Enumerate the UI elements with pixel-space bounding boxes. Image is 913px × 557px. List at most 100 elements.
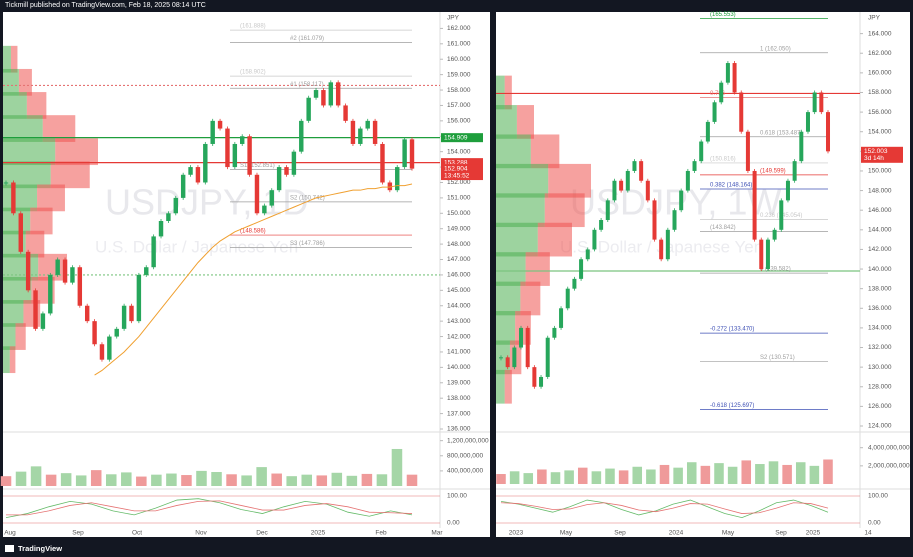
header: Tickmill published on TradingView.com, F… — [5, 2, 206, 9]
y-tick-label: 134.000 — [868, 325, 892, 332]
pivot-label: S2 (130.571) — [760, 355, 795, 361]
y-tick-label: 126.000 — [868, 403, 892, 410]
candle — [121, 305, 127, 329]
y-tick-label: 136.000 — [868, 305, 892, 312]
candle — [203, 143, 208, 183]
candle — [343, 105, 348, 121]
candle — [335, 82, 341, 106]
y-tick-label: 144.000 — [447, 302, 471, 309]
candle — [92, 321, 97, 345]
candle — [269, 190, 274, 206]
volume-bar — [75, 475, 87, 486]
profile-bar — [537, 222, 572, 257]
profile-bar — [530, 134, 560, 169]
x-tick-label: Oct — [132, 530, 142, 537]
y-tick-label: 132.000 — [868, 344, 892, 351]
x-tick-label: 2025 — [311, 530, 326, 537]
oscillator-line — [500, 499, 829, 519]
profile-bar — [3, 92, 27, 119]
profile-bar — [10, 45, 18, 73]
y-tick-label: 140.000 — [868, 266, 892, 273]
candle — [151, 236, 156, 268]
candle — [3, 182, 9, 184]
price-tag-label: 154.909 — [444, 134, 468, 141]
volume-bar — [795, 462, 806, 484]
y-tick-label: 152.000 — [447, 179, 471, 186]
candle — [772, 229, 777, 240]
volume-bar — [391, 448, 403, 486]
candle — [365, 120, 370, 129]
volume-bar — [727, 466, 738, 484]
candle — [679, 190, 684, 211]
volume-tick-label: 400,000,000 — [447, 468, 484, 475]
candle — [276, 167, 282, 191]
price-tag-label: 152.003 — [864, 148, 888, 155]
volume-bar — [331, 472, 343, 486]
x-tick-label: 2025 — [806, 530, 821, 537]
volume-bar — [618, 470, 629, 484]
x-tick-label: Aug — [4, 530, 16, 537]
y-tick-label: 130.000 — [868, 364, 892, 371]
volume-bar — [121, 472, 132, 486]
pivot-label: (158.902) — [240, 70, 266, 76]
candle — [232, 143, 238, 168]
osc-tick-label: 100.00 — [447, 493, 467, 500]
candle — [699, 141, 704, 162]
candle — [759, 239, 764, 270]
pivot-label: #2 (161.079) — [290, 36, 324, 42]
candle — [525, 327, 530, 368]
osc-tick-label: 0.00 — [447, 520, 460, 527]
y-tick-label: 162.000 — [868, 50, 892, 57]
pivot-label: -0.618 (125.697) — [710, 403, 754, 409]
volume-bar — [646, 469, 656, 484]
candle — [247, 136, 252, 175]
x-tick-label: 2023 — [509, 530, 524, 537]
volume-bar — [523, 473, 534, 484]
volume-bar — [406, 474, 418, 486]
profile-bar — [496, 311, 516, 345]
candle — [48, 274, 53, 314]
candle — [559, 308, 564, 328]
candle — [512, 347, 517, 368]
profile-bar — [504, 75, 512, 110]
volume-bar — [181, 475, 192, 486]
candle — [692, 161, 697, 171]
x-tick-label: Sep — [614, 530, 626, 537]
volume-bar — [509, 471, 520, 484]
y-tick-label: 145.000 — [447, 287, 471, 294]
profile-bar — [496, 193, 545, 228]
y-tick-label: 146.000 — [868, 207, 892, 214]
profile-bar — [38, 253, 68, 281]
volume-bar — [151, 474, 162, 486]
volume-bar — [673, 467, 683, 484]
logo — [5, 545, 14, 552]
y-tick-label: 164.000 — [868, 30, 892, 37]
volume-tick-label: 800,000,000 — [447, 452, 484, 459]
profile-bar — [496, 105, 517, 139]
y-tick-label: 148.000 — [447, 241, 471, 248]
x-tick-label: Sep — [775, 530, 787, 537]
volume-bar — [196, 470, 207, 486]
y-tick-label: 141.000 — [447, 349, 471, 356]
volume-bar — [30, 466, 42, 486]
y-tick-label: 151.000 — [447, 195, 471, 202]
profile-bar — [496, 134, 531, 169]
y-tick-label: 154.000 — [868, 128, 892, 135]
y-tick-label: 138.000 — [447, 395, 471, 402]
candle — [291, 151, 297, 175]
candle — [77, 267, 83, 306]
y-tick-label: 161.000 — [447, 41, 471, 48]
candle — [705, 121, 710, 142]
y-tick-label: 154.000 — [447, 148, 471, 155]
volume-bar — [136, 476, 147, 486]
candle — [18, 213, 23, 252]
pivot-label: 0.786 — [710, 91, 726, 97]
x-tick-label: May — [722, 530, 735, 537]
volume-bar — [286, 476, 297, 486]
candle — [565, 288, 570, 309]
profile-bar — [516, 105, 534, 139]
candle — [107, 336, 112, 360]
y-tick-label: 137.000 — [447, 410, 471, 417]
candle — [70, 267, 75, 283]
volume-bar — [537, 469, 547, 484]
